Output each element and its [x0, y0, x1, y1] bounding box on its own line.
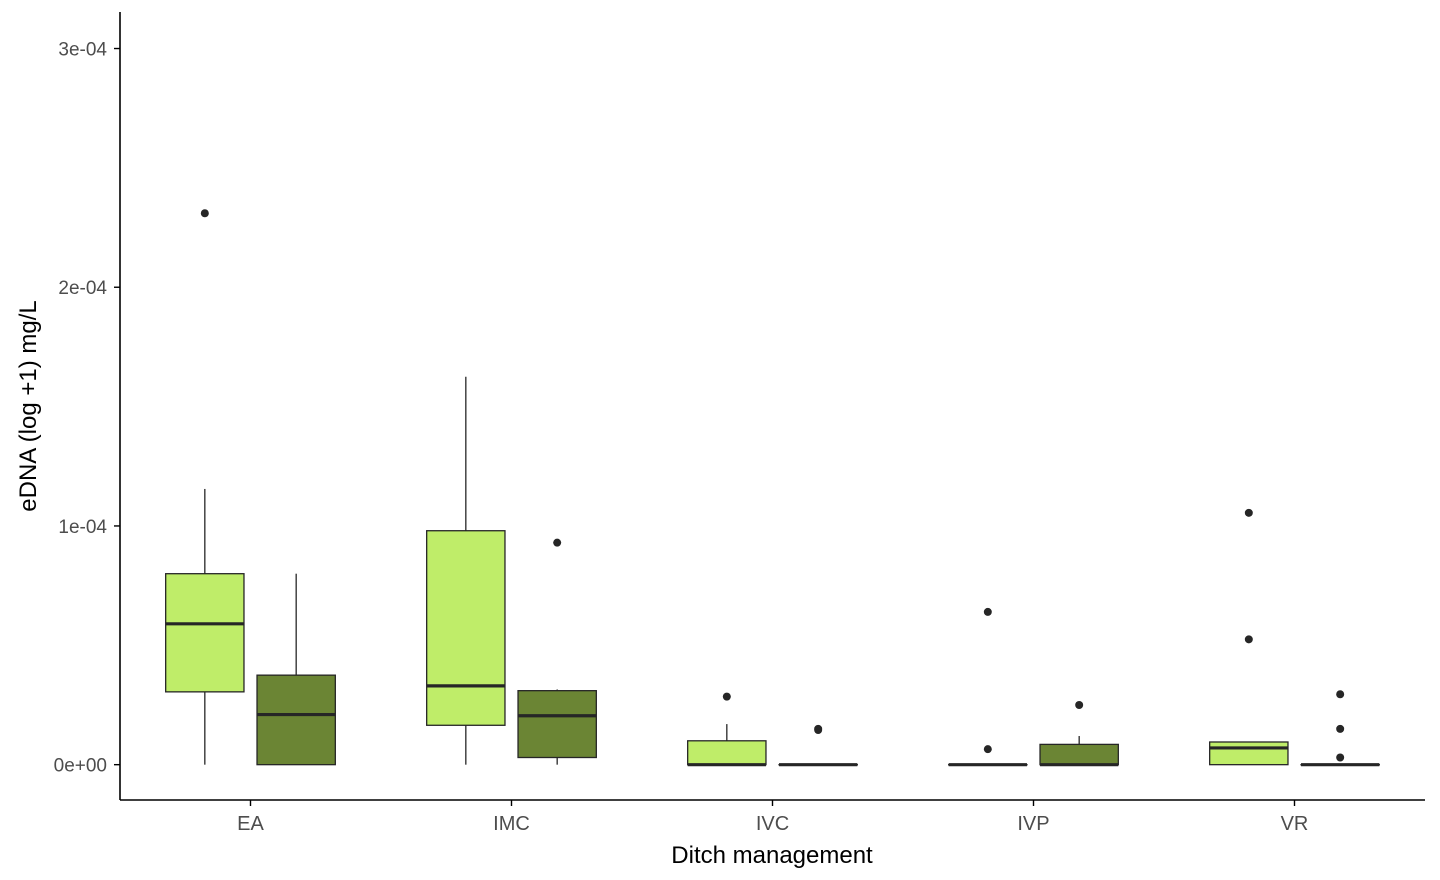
x-ticks: EA IMC IVC IVP VR [237, 800, 1308, 835]
box-ivc-1 [687, 692, 767, 767]
outlier-point [814, 726, 823, 735]
outlier-point [1336, 724, 1345, 733]
outlier-point [1244, 635, 1253, 644]
outlier-point [1244, 508, 1253, 517]
box-body [517, 690, 597, 759]
x-tick-label: EA [237, 813, 264, 835]
box-ivc-2 [778, 724, 858, 767]
outlier-point [1336, 690, 1345, 699]
y-tick-label: 1e-04 [58, 517, 107, 538]
box-body [1209, 741, 1289, 766]
outlier-point [1075, 700, 1084, 709]
x-tick-label: IVC [756, 813, 789, 835]
y-ticks: 0e+00 1e-04 2e-04 3e-04 [54, 40, 120, 777]
box-ea-1 [165, 209, 245, 765]
y-tick-label: 0e+00 [54, 756, 107, 777]
box-body [687, 740, 767, 766]
x-tick-label: VR [1281, 813, 1309, 835]
axes: 0e+00 1e-04 2e-04 3e-04 EA IMC IVC IVP VR [54, 12, 1425, 835]
box-body [165, 573, 245, 693]
box-body [426, 530, 506, 726]
y-tick-label: 3e-04 [58, 40, 107, 61]
outlier-point [553, 538, 562, 547]
outlier-point [1336, 753, 1345, 762]
box-ivp-2 [1039, 700, 1119, 767]
box-vr-2 [1300, 690, 1380, 767]
box-imc-1 [426, 376, 506, 765]
box-body [1039, 743, 1119, 766]
y-axis-title: eDNA (log +1) mg/L [15, 300, 42, 511]
outlier-point [200, 209, 209, 218]
box-ivp-1 [948, 607, 1028, 767]
box-vr-1 [1209, 508, 1289, 766]
outlier-point [722, 692, 731, 701]
y-tick-label: 2e-04 [58, 278, 107, 299]
box-body [256, 674, 336, 766]
outlier-point [983, 607, 992, 616]
x-tick-label: IVP [1017, 813, 1049, 835]
x-axis-title: Ditch management [671, 842, 873, 869]
box-ea-2 [256, 573, 336, 766]
box-imc-2 [517, 538, 597, 765]
x-tick-label: IMC [493, 813, 530, 835]
plot-area [165, 209, 1380, 767]
outlier-point [983, 745, 992, 754]
